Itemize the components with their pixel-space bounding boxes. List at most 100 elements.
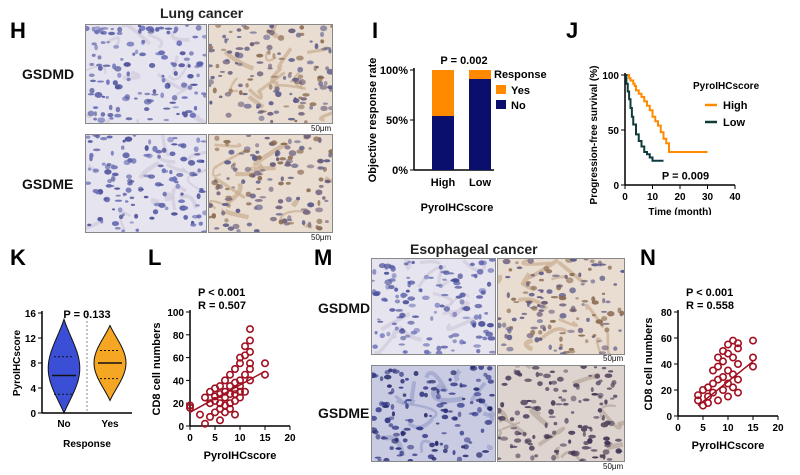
chart-n-point — [734, 388, 743, 397]
chart-k-xtick-label: Yes — [101, 419, 119, 430]
chart-l-ytick-label: 20 — [173, 399, 185, 410]
chart-n-xtick-label: 20 — [772, 423, 784, 434]
micrograph-esoph-gsdmd-high — [497, 258, 625, 355]
chart-l-rvalue: R = 0.507 — [198, 300, 246, 312]
micrograph-esoph-gsdme-high — [497, 365, 625, 462]
chart-k-ylabel: PyroIHCscore — [12, 329, 23, 396]
chart-n-point — [749, 362, 758, 371]
chart-n-pvalue: P < 0.001 — [686, 287, 733, 299]
chart-i-legend-swatch-no — [496, 100, 506, 109]
chart-n-point — [709, 388, 718, 397]
chart-i-legend-swatch-yes — [496, 85, 506, 94]
chart-l-point — [231, 410, 240, 419]
chart-n-point — [724, 366, 733, 375]
chart-j-pvalue: P = 0.009 — [662, 171, 709, 183]
micrograph-lung-gsdme-high — [208, 134, 333, 233]
chart-k-ytick-label: 0 — [30, 409, 36, 420]
chart-n-point — [724, 392, 733, 401]
chart-i-ytick-label: 100% — [380, 65, 408, 77]
panel-h-row-gsdmd: GSDMD — [22, 66, 75, 82]
panel-h-scale-2: 50μm — [311, 233, 332, 242]
chart-l-point — [246, 325, 255, 334]
chart-n-point — [724, 340, 733, 349]
micrograph-esoph-gsdmd-low — [371, 258, 496, 355]
chart-j-xtick-label: 20 — [674, 192, 686, 203]
chart-n-point — [749, 336, 758, 345]
chart-n-xlabel: PyroIHCscore — [692, 440, 765, 452]
chart-l-point — [246, 359, 255, 368]
chart-l-xtick-label: 5 — [212, 433, 218, 444]
chart-n-point — [734, 344, 743, 353]
chart-l-xtick-label: 15 — [259, 433, 271, 444]
panel-letter-j: J — [566, 18, 579, 43]
chart-j-curve-high — [625, 74, 708, 153]
panel-m-scale-2: 50μm — [603, 462, 624, 471]
chart-l-point — [205, 412, 214, 421]
chart-i-bar-yes-high — [432, 70, 454, 116]
chart-j-legend-low: Low — [723, 117, 745, 129]
chart-l-point — [195, 410, 204, 419]
panel-m-row-gsdmd: GSDMD — [318, 300, 371, 316]
chart-n-point — [729, 353, 738, 362]
chart-n-ylabel: CD8 cell numbers — [643, 318, 655, 411]
micrograph-lung-gsdmd-low — [85, 24, 207, 124]
chart-k-violin: 0 4 8 12 16 No Yes P = 0.133 Response PyroIHCscor… — [12, 309, 132, 450]
chart-i-legend-title: Response — [494, 69, 547, 81]
chart-l-ytick-label: 60 — [173, 354, 185, 365]
chart-i-xtick-label: Low — [469, 177, 491, 189]
chart-l-point — [216, 382, 225, 391]
chart-n-point — [719, 357, 728, 366]
chart-l-point — [226, 370, 235, 379]
chart-n-ytick-label: 80 — [661, 308, 673, 319]
chart-k-ytick-label: 8 — [30, 359, 36, 370]
chart-n-point — [709, 379, 718, 388]
panel-letter-k: K — [10, 245, 26, 270]
chart-k-xtick-label: No — [57, 419, 70, 430]
chart-n-point — [724, 349, 733, 358]
chart-l-xtick-label: 0 — [187, 433, 193, 444]
chart-j-ytick-label: 50 — [608, 126, 620, 137]
chart-l-xtick-label: 20 — [284, 433, 296, 444]
chart-n-point — [714, 362, 723, 371]
chart-n-point — [734, 360, 743, 369]
chart-k-ytick-label: 4 — [30, 384, 36, 395]
panel-m-row-gsdme: GSDME — [318, 405, 370, 421]
chart-j-ytick-label: 100 — [602, 71, 619, 82]
chart-i-bar-no-low — [469, 79, 491, 170]
chart-l-ytick-label: 100 — [167, 308, 184, 319]
chart-j-survival: 0 50 100 0 10 20 30 40 Time (month) Progression-f… — [589, 66, 760, 215]
panel-h-scale-1: 50μm — [311, 124, 332, 133]
chart-l-point — [246, 336, 255, 345]
chart-l-point — [216, 416, 225, 425]
chart-j-legend-high: High — [723, 100, 748, 112]
chart-j-xlabel: Time (month) — [648, 207, 711, 215]
panel-letter-i: I — [372, 18, 379, 43]
chart-i-bar-no-high — [432, 116, 454, 170]
chart-k-violin-no — [47, 317, 81, 415]
micrograph-lung-gsdmd-high — [208, 24, 333, 124]
panel-letter-n: N — [640, 245, 656, 270]
chart-n-point — [704, 383, 713, 392]
chart-l-point — [185, 401, 194, 410]
chart-j-ytick-label: 0 — [613, 181, 619, 192]
chart-l-point — [221, 376, 230, 385]
chart-n-point — [719, 373, 728, 382]
chart-n-ytick-label: 20 — [661, 386, 673, 397]
chart-l-point — [200, 419, 209, 428]
chart-i-bar-yes-low — [469, 70, 491, 79]
chart-i-objective-response: 0% 50% 100% High Low PyroIHCscore Objective re… — [367, 55, 547, 214]
panel-m-title: Esophageal cancer — [410, 241, 538, 257]
chart-l-point — [200, 393, 209, 402]
chart-n-xtick-label: 5 — [700, 423, 706, 434]
chart-n-point — [714, 353, 723, 362]
chart-n-point — [749, 353, 758, 362]
chart-l-ytick-label: 80 — [173, 331, 185, 342]
chart-l-point — [261, 359, 270, 368]
chart-n-point — [709, 366, 718, 375]
chart-l-ytick-label: 40 — [173, 376, 185, 387]
chart-l-pvalue: P < 0.001 — [198, 287, 245, 299]
chart-l-point — [241, 342, 250, 351]
chart-k-ytick-label: 16 — [25, 309, 37, 320]
